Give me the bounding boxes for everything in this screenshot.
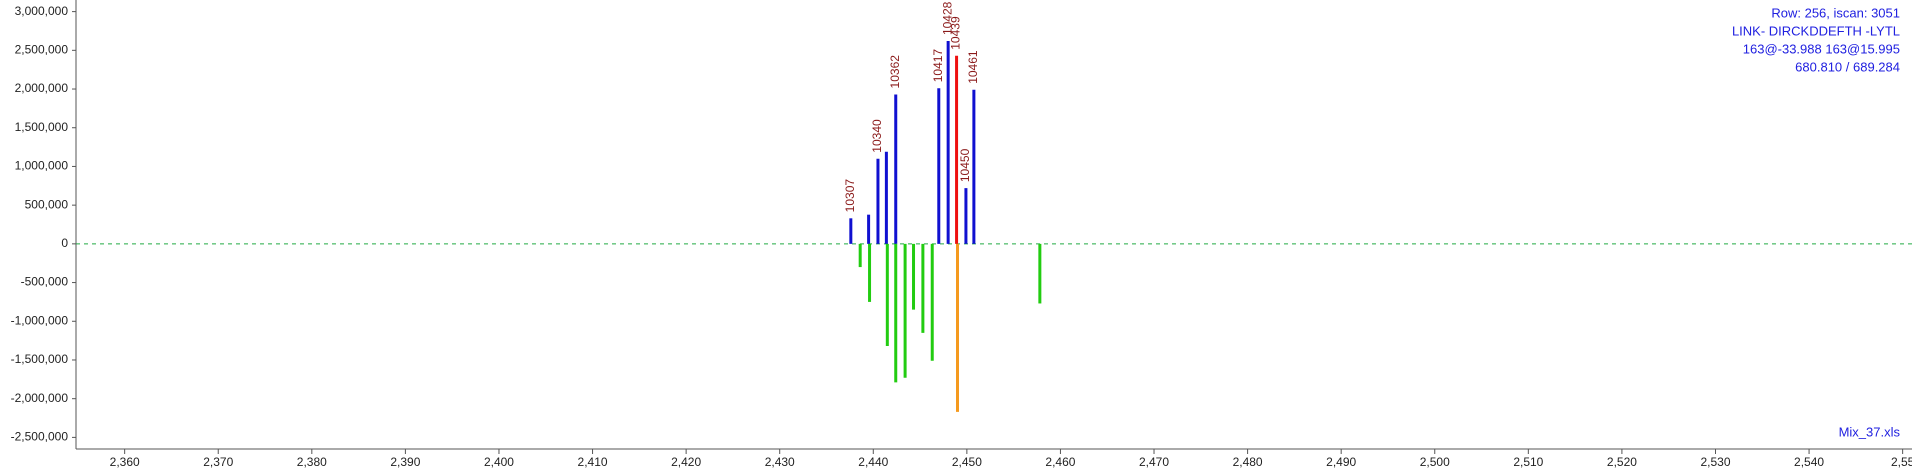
y-tick-label: -2,500,000 xyxy=(11,430,69,444)
y-tick-label: 0 xyxy=(61,236,68,250)
footer: Mix_37.xls xyxy=(1839,424,1901,439)
y-tick-label: 2,000,000 xyxy=(15,81,69,95)
peak-label: 10461 xyxy=(966,50,980,84)
x-tick-label: 2,470 xyxy=(1139,455,1169,469)
peak-label: 10340 xyxy=(870,119,884,153)
y-tick-label: -500,000 xyxy=(21,275,69,289)
peak-label: 10362 xyxy=(888,55,902,89)
x-tick-label: 2,450 xyxy=(952,455,982,469)
y-tick-label: -2,000,000 xyxy=(11,391,69,405)
peak-label: 10450 xyxy=(958,148,972,182)
x-tick-label: 2,430 xyxy=(765,455,795,469)
y-tick-label: -1,500,000 xyxy=(11,352,69,366)
peak-label: 10428 xyxy=(940,1,954,35)
info-line: 163@-33.988 163@15.995 xyxy=(1743,41,1900,56)
x-tick-label: 2,370 xyxy=(203,455,233,469)
x-tick-label: 2,55 xyxy=(1891,455,1912,469)
x-tick-label: 2,460 xyxy=(1045,455,1075,469)
peak-label: 10417 xyxy=(931,49,945,83)
x-tick-label: 2,530 xyxy=(1700,455,1730,469)
y-tick-label: 500,000 xyxy=(25,197,69,211)
info-line: Row: 256, iscan: 3051 xyxy=(1771,5,1900,20)
info-line: LINK- DIRCKDDEFTH -LYTL xyxy=(1732,23,1900,38)
x-tick-label: 2,520 xyxy=(1607,455,1637,469)
y-tick-label: 2,500,000 xyxy=(15,42,69,56)
x-tick-label: 2,510 xyxy=(1513,455,1543,469)
x-tick-label: 2,400 xyxy=(484,455,514,469)
y-tick-label: 3,000,000 xyxy=(15,4,69,18)
x-tick-label: 2,500 xyxy=(1420,455,1450,469)
x-tick-label: 2,360 xyxy=(110,455,140,469)
x-tick-label: 2,410 xyxy=(578,455,608,469)
x-tick-label: 2,440 xyxy=(858,455,888,469)
x-tick-label: 2,380 xyxy=(297,455,327,469)
peak-label: 10307 xyxy=(843,179,857,213)
y-tick-label: 1,500,000 xyxy=(15,120,69,134)
info-line: 680.810 / 689.284 xyxy=(1795,59,1900,74)
x-tick-label: 2,480 xyxy=(1233,455,1263,469)
peak-label: 10439 xyxy=(949,16,963,50)
x-tick-label: 2,490 xyxy=(1326,455,1356,469)
x-tick-label: 2,390 xyxy=(390,455,420,469)
y-tick-label: 1,000,000 xyxy=(15,159,69,173)
x-tick-label: 2,540 xyxy=(1794,455,1824,469)
x-tick-label: 2,420 xyxy=(671,455,701,469)
y-tick-label: -1,000,000 xyxy=(11,313,69,327)
